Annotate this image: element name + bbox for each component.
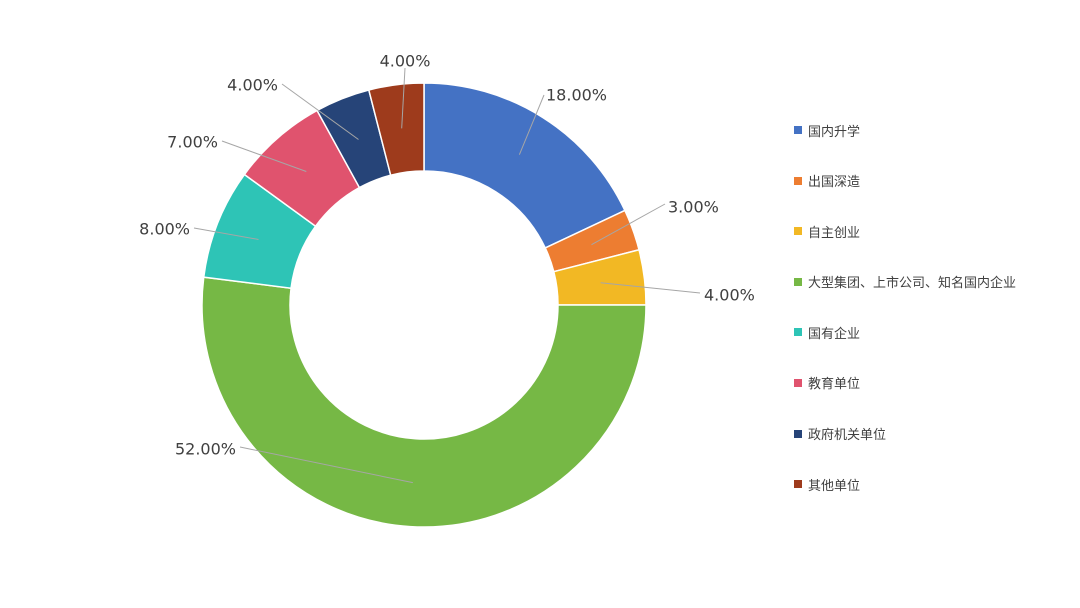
slice-4	[201, 276, 647, 528]
data-label-7: 4.00%	[227, 76, 278, 95]
legend-swatch	[794, 227, 802, 236]
leader-line-6	[221, 140, 307, 172]
legend-swatch	[794, 480, 802, 489]
legend-label: 其他单位	[808, 478, 861, 494]
data-label-1: 18.00%	[546, 86, 607, 105]
legend-item: 国有企业	[794, 320, 1016, 344]
legend-item: 其他单位	[794, 472, 1016, 496]
leader-line-8	[401, 67, 406, 129]
legend-item: 出国深造	[794, 169, 1016, 193]
legend-swatch	[794, 378, 802, 387]
data-label-2: 3.00%	[668, 198, 719, 217]
legend-label: 国有企业	[808, 326, 861, 342]
leader-line-2	[591, 203, 666, 246]
legend-label: 国内升学	[808, 124, 861, 140]
data-label-5: 8.00%	[139, 220, 190, 239]
legend: 国内升学出国深造自主创业大型集团、上市公司、知名国内企业 国有企业教育单位政府机关…	[794, 118, 1016, 523]
legend-label: 教育单位	[808, 377, 861, 393]
legend-label: 出国深造	[808, 175, 861, 191]
slice-1	[423, 82, 626, 249]
leader-line-3	[600, 282, 701, 294]
leader-line-7	[281, 83, 359, 140]
slices-layer	[201, 82, 647, 528]
leader-line-1	[518, 94, 545, 155]
legend-label: 政府机关单位	[808, 428, 887, 444]
slice-8	[367, 82, 425, 177]
data-label-6: 7.00%	[167, 133, 218, 152]
legend-label: 自主创业	[808, 225, 861, 241]
legend-item: 大型集团、上市公司、知名国内企业	[794, 270, 1016, 294]
legend-swatch	[794, 176, 802, 185]
legend-label: 大型集团、上市公司、知名国内企业	[808, 276, 1017, 292]
labels-layer: 18.00% 3.00% 4.00% 52.00% 8.00% 7.00% 4.00% 4.0…	[139, 52, 755, 484]
legend-swatch	[794, 126, 802, 134]
legend-item: 自主创业	[794, 219, 1016, 243]
data-label-3: 4.00%	[704, 286, 755, 305]
data-label-4: 52.00%	[175, 440, 236, 459]
legend-swatch	[794, 429, 802, 438]
legend-item: 政府机关单位	[794, 422, 1016, 446]
legend-item: 国内升学	[794, 118, 1016, 142]
legend-swatch	[794, 328, 802, 337]
data-label-8: 4.00%	[380, 52, 431, 71]
legend-swatch	[794, 277, 802, 286]
legend-item: 教育单位	[794, 371, 1016, 395]
leader-line-5	[193, 227, 259, 240]
leader-line-4	[239, 446, 413, 484]
